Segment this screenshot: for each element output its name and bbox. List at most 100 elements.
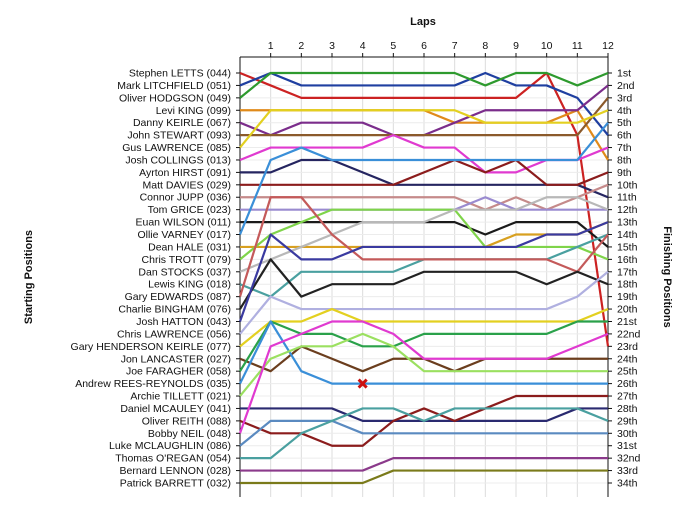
starting-position-label: Daniel MCAULEY (041) xyxy=(120,403,231,415)
finishing-position-label: 32nd xyxy=(617,453,641,465)
finishing-position-label: 29th xyxy=(617,415,638,427)
finishing-position-label: 26th xyxy=(617,378,638,390)
retirement-markers xyxy=(357,378,368,389)
starting-position-label: Bernard LENNON (028) xyxy=(120,465,231,477)
finishing-position-label: 27th xyxy=(617,391,638,403)
starting-position-label: Lewis KING (018) xyxy=(148,279,231,291)
finishing-position-label: 23rd xyxy=(617,341,638,353)
lap-tick-label: 5 xyxy=(390,40,396,52)
series-line xyxy=(239,208,609,261)
starting-position-label: Patrick BARRETT (032) xyxy=(120,478,231,490)
starting-position-label: Stephen LETTS (044) xyxy=(129,68,231,80)
starting-position-label: Gary HENDERSON KEIRLE (077) xyxy=(71,341,231,353)
finishing-position-label: 4th xyxy=(617,105,632,117)
finishing-position-label: 1st xyxy=(617,68,631,80)
finishing-position-label: 31st xyxy=(617,440,637,452)
starting-position-label: Jon LANCASTER (027) xyxy=(121,353,231,365)
lap-tick-label: 8 xyxy=(482,40,488,52)
starting-position-label: Thomas O'REGAN (054) xyxy=(115,453,231,465)
series-line xyxy=(239,320,608,385)
starting-position-label: Andrew REES-REYNOLDS (035) xyxy=(75,378,231,390)
finishing-position-label: 13th xyxy=(617,217,638,229)
starting-position-label: Gary EDWARDS (087) xyxy=(125,291,231,303)
finishing-position-label: 19th xyxy=(617,291,638,303)
finishing-position-label: 34th xyxy=(617,478,638,490)
starting-position-label: Euan WILSON (011) xyxy=(135,217,231,229)
finishing-position-labels: 1st2nd3rd4th5th6th7th8th9th10th11th12th1… xyxy=(617,68,641,490)
lap-tick-label: 12 xyxy=(602,40,614,52)
finishing-position-label: 24th xyxy=(617,353,638,365)
lap-tick-label: 2 xyxy=(298,40,304,52)
starting-position-label: Mark LITCHFIELD (051) xyxy=(117,80,231,92)
starting-position-label: Matt DAVIES (029) xyxy=(142,179,231,191)
starting-position-label: Dean HALE (031) xyxy=(148,241,231,253)
lap-tick-label: 4 xyxy=(360,40,366,52)
series-line xyxy=(238,221,609,322)
series-line xyxy=(238,320,609,434)
finishing-position-label: 16th xyxy=(617,254,638,266)
finishing-position-label: 33rd xyxy=(617,465,638,477)
left-axis-title: Starting Positions xyxy=(23,230,35,324)
series-line xyxy=(240,158,609,186)
starting-position-label: Oliver HODGSON (049) xyxy=(119,92,231,104)
starting-position-labels: Stephen LETTS (044)Mark LITCHFIELD (051)… xyxy=(71,68,231,490)
series-line xyxy=(240,457,608,472)
finishing-position-label: 2nd xyxy=(617,80,635,92)
right-axis-title: Finishing Positions xyxy=(661,226,673,327)
starting-position-label: Oliver REITH (088) xyxy=(142,415,231,427)
series-line xyxy=(240,97,609,137)
finishing-position-label: 20th xyxy=(617,304,638,316)
starting-position-label: Dan STOCKS (037) xyxy=(138,266,231,278)
series-lines xyxy=(238,71,610,485)
finishing-position-label: 9th xyxy=(617,167,632,179)
series-line xyxy=(239,270,609,335)
starting-position-label: Ayrton HIRST (091) xyxy=(139,167,231,179)
starting-position-label: Ollie VARNEY (017) xyxy=(137,229,231,241)
series-line xyxy=(238,121,609,235)
finishing-position-label: 12th xyxy=(617,204,638,216)
lap-tick-label: 9 xyxy=(513,40,519,52)
starting-position-label: Chris LAWRENCE (056) xyxy=(117,328,231,340)
series-line xyxy=(238,196,609,297)
starting-position-label: Charlie BINGHAM (076) xyxy=(118,304,231,316)
retired-x-marker xyxy=(357,378,368,389)
lap-tick-labels: 1 2 3 4 5 6 7 8 9 10 11 12 xyxy=(268,40,614,52)
lap-tick-label: 11 xyxy=(572,40,583,52)
starting-position-label: Danny KEIRLE (067) xyxy=(133,117,231,129)
starting-position-label: Gus LAWRENCE (085) xyxy=(122,142,231,154)
finishing-position-label: 14th xyxy=(617,229,638,241)
finishing-position-label: 5th xyxy=(617,117,632,129)
series-line xyxy=(240,469,608,485)
series-line xyxy=(239,196,609,273)
finishing-position-label: 6th xyxy=(617,130,632,142)
finishing-position-label: 30th xyxy=(617,428,638,440)
starting-position-label: Levi KING (099) xyxy=(156,105,231,117)
x-axis-title: Laps xyxy=(410,16,436,28)
finishing-position-label: 11th xyxy=(617,192,637,204)
series-line xyxy=(239,71,609,99)
starting-position-label: John STEWART (093) xyxy=(127,130,231,142)
starting-position-label: Tom GRICE (023) xyxy=(148,204,231,216)
lap-tick-label: 6 xyxy=(421,40,427,52)
series-line xyxy=(239,258,609,310)
finishing-position-label: 10th xyxy=(617,179,638,191)
finishing-position-label: 3rd xyxy=(617,92,632,104)
starting-position-label: Luke MCLAUGHLIN (086) xyxy=(109,440,231,452)
series-line xyxy=(239,71,609,136)
finishing-position-label: 15th xyxy=(617,241,638,253)
series-line xyxy=(240,407,609,460)
finishing-position-label: 25th xyxy=(617,366,638,378)
finishing-position-label: 21st xyxy=(617,316,637,328)
finishing-position-label: 22nd xyxy=(617,328,641,340)
starting-position-label: Josh COLLINGS (013) xyxy=(125,154,231,166)
starting-position-label: Archie TILLETT (021) xyxy=(130,391,231,403)
finishing-position-label: 8th xyxy=(617,154,632,166)
finishing-position-label: 17th xyxy=(617,266,638,278)
finishing-position-label: 18th xyxy=(617,279,638,291)
series-line xyxy=(239,332,608,397)
starting-position-label: Joe FARAGHER (058) xyxy=(126,366,231,378)
starting-position-label: Chris TROTT (079) xyxy=(142,254,231,266)
lap-tick-label: 7 xyxy=(452,40,458,52)
starting-position-label: Josh HATTON (043) xyxy=(136,316,231,328)
